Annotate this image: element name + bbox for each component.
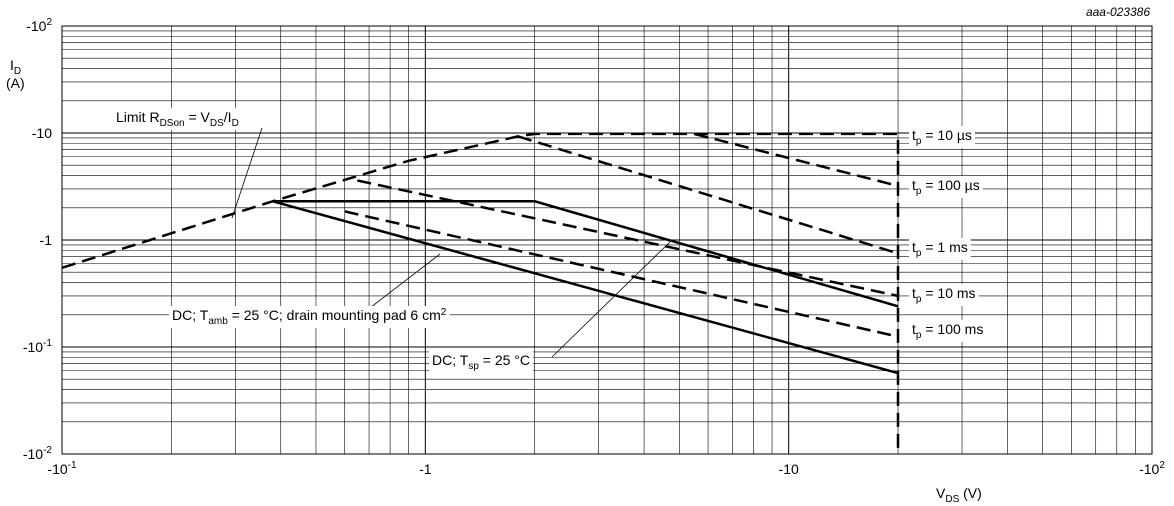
series-tp100us — [517, 135, 899, 255]
label-part: t — [912, 127, 916, 143]
y-tick-label: -10 — [32, 125, 52, 141]
label-tp-1ms: tp = 1 ms — [909, 238, 971, 260]
label-bg — [909, 284, 979, 306]
grid — [62, 26, 1152, 454]
y-tick-label: -10-2 — [23, 445, 53, 462]
series-group — [61, 132, 900, 454]
axis-titles: VDS (V) ID(A) — [6, 57, 982, 505]
label-part: = 1 ms — [921, 239, 967, 255]
label-part: = 25 °C; drain mounting pad 6 cm — [228, 307, 441, 323]
label-text: tp = 100 µs — [912, 177, 980, 197]
tick-labels: -10-1 -1 -10 -102-10-2-10-1-1-10-102 — [23, 17, 1165, 477]
label-part: p — [916, 186, 922, 197]
label-part: p — [916, 136, 922, 147]
label-part: t — [912, 239, 916, 255]
label-tp-10us: tp = 10 µs — [909, 126, 975, 148]
label-text: DC; Tamb = 25 °C; drain mounting pad 6 c… — [172, 307, 447, 327]
x-tick-label: -1 — [419, 461, 432, 477]
label-part: DC; T — [432, 352, 469, 368]
x-tick-label: -10-1 — [47, 460, 77, 477]
y-axis-title: ID — [10, 57, 21, 77]
plot-frame — [61, 25, 1153, 455]
label-part: amb — [208, 316, 228, 327]
label-part: = 100 µs — [921, 177, 979, 193]
label-part: t — [912, 285, 916, 301]
label-part: = 10 µs — [921, 127, 971, 143]
label-text: DC; Tsp = 25 °C — [432, 352, 530, 372]
label-text: tp = 10 ms — [912, 285, 976, 305]
x-tick-label: -10 — [779, 461, 799, 477]
label-dc-tamb: DC; Tamb = 25 °C; drain mounting pad 6 c… — [169, 306, 450, 328]
label-part: = 10 ms — [921, 285, 975, 301]
figure-code: aaa-023386 — [1086, 5, 1150, 19]
label-tp-100ms: tp = 100 ms — [909, 320, 987, 342]
label-part: = 100 ms — [921, 321, 983, 337]
y-axis-unit: (A) — [6, 75, 25, 91]
label-tp-100us: tp = 100 µs — [909, 176, 983, 198]
label-bg — [909, 238, 971, 260]
label-part: p — [916, 294, 922, 305]
y-tick-label: -10-1 — [23, 338, 53, 355]
label-part: Limit R — [116, 109, 160, 125]
label-bg — [113, 108, 242, 130]
label-dc-tsp: DC; Tsp = 25 °C — [429, 351, 534, 373]
label-bg — [909, 176, 983, 198]
label-text: tp = 10 µs — [912, 127, 972, 147]
label-part: D — [232, 118, 239, 129]
label-part: t — [912, 177, 916, 193]
y-tick-label: -102 — [26, 17, 52, 34]
label-part: p — [916, 330, 922, 341]
label-part: t — [912, 321, 916, 337]
label-part: = 25 °C — [479, 352, 530, 368]
label-text: Limit RDSon = VDS/ID — [116, 109, 239, 129]
label-text: tp = 1 ms — [912, 239, 968, 259]
leader-lines — [231, 127, 673, 358]
series-tp10ms — [272, 200, 899, 308]
series-limit — [61, 132, 900, 454]
leader-dc-tsp — [551, 239, 673, 358]
label-part: DSon — [160, 118, 185, 129]
label-text: tp = 100 ms — [912, 321, 983, 341]
leader-limit — [231, 127, 263, 219]
label-bg — [429, 351, 534, 373]
label-part: DC; T — [172, 307, 209, 323]
label-tp-10ms: tp = 10 ms — [909, 284, 979, 306]
x-axis-title: VDS (V) — [936, 485, 982, 505]
label-limit-rdson: Limit RDSon = VDS/ID — [113, 108, 242, 130]
label-part: sp — [468, 361, 479, 372]
series-dc_tsp — [272, 200, 899, 375]
series-tp1ms — [357, 179, 899, 298]
label-part: p — [916, 248, 922, 259]
label-bg — [909, 320, 987, 342]
label-bg — [909, 126, 975, 148]
series-tp10us — [693, 132, 899, 188]
label-part: = V — [185, 109, 211, 125]
label-part: 2 — [441, 307, 447, 318]
series-tp100ms — [344, 210, 899, 338]
label-bg — [169, 306, 450, 328]
label-part: DS — [210, 118, 224, 129]
x-tick-label: -102 — [1139, 460, 1165, 477]
leader-dc-tamb — [361, 253, 441, 315]
y-tick-label: -1 — [40, 232, 53, 248]
label-part: /I — [224, 109, 232, 125]
